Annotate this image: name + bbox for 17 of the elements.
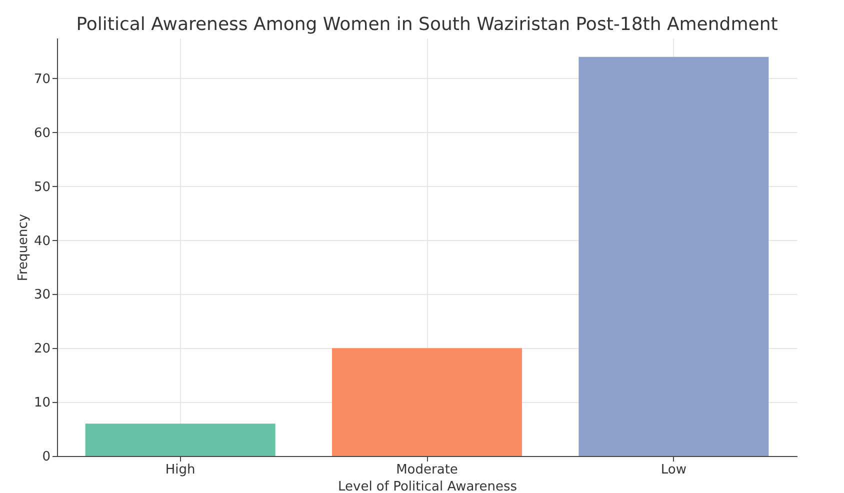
y-tick-label: 70	[34, 72, 50, 87]
bar	[578, 56, 769, 456]
y-tick-label: 0	[42, 450, 50, 464]
y-tick-label: 50	[34, 180, 50, 195]
x-tick-label: Low	[660, 462, 687, 478]
y-tick-label: 20	[34, 342, 50, 357]
x-tick-label: Moderate	[396, 462, 458, 478]
y-axis-title: Frequency	[16, 214, 31, 282]
y-tick-label: 40	[34, 234, 50, 249]
bar	[332, 348, 522, 456]
x-axis-title: Level of Political Awareness	[338, 480, 518, 493]
bar	[85, 424, 276, 456]
y-tick-label: 10	[34, 396, 50, 411]
chart-title: Political Awareness Among Women in South Waziristan Post-18th Amendment	[76, 14, 778, 35]
x-tick-label: High	[165, 462, 196, 478]
y-tick-label: 30	[34, 288, 50, 303]
y-tick-label: 60	[34, 126, 50, 141]
